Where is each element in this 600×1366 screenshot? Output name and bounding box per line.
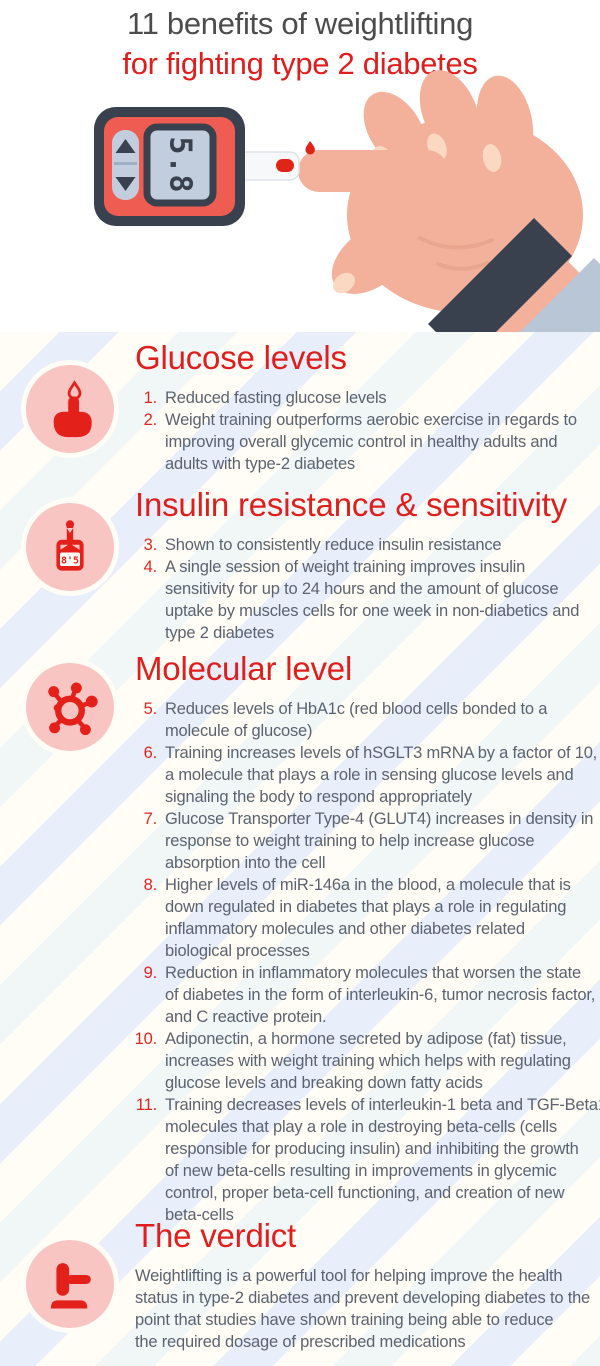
- list-item: 10. Adiponectin, a hormone secreted by a…: [133, 1028, 595, 1094]
- fingernail: [482, 144, 502, 172]
- section-heading: The verdict: [135, 1217, 297, 1254]
- icon-circle-insulin: 8'5: [21, 498, 119, 596]
- section-heading: Molecular level: [135, 650, 353, 687]
- gavel-icon: [50, 1263, 91, 1309]
- item-number: 6.: [143, 744, 158, 762]
- item-text: Glucose Transporter Type-4 (GLUT4) incre…: [165, 810, 594, 872]
- item-text: Reduction in inflammatory molecules that…: [165, 964, 596, 1026]
- item-text: Reduces levels of HbA1c (red blood cells…: [165, 700, 548, 740]
- item-number: 5.: [143, 700, 158, 718]
- list-item: 6. Training increases levels of hSGLT3 m…: [133, 742, 598, 808]
- icon-circle-glucose: [21, 360, 119, 458]
- item-text: Training increases levels of hSGLT3 mRNA…: [165, 744, 598, 806]
- item-number: 7.: [143, 810, 158, 828]
- section-heading: Glucose levels: [135, 339, 347, 376]
- list-item: 11. Training decreases levels of interle…: [133, 1094, 600, 1226]
- icon-circle-verdict: [21, 1235, 119, 1333]
- blood-drop: [305, 141, 315, 155]
- section-glucose-levels: Glucose levels 1. Reduced fasting glucos…: [133, 339, 595, 475]
- up-arrow-icon: [115, 139, 136, 153]
- verdict-paragraph: Weightlifting is a powerful tool for hel…: [135, 1267, 591, 1351]
- item-text: Shown to consistently reduce insulin res…: [165, 536, 502, 554]
- pricked-finger-icon: [53, 380, 92, 438]
- thumbnail: [333, 272, 355, 294]
- hand-illustration: [298, 70, 600, 332]
- item-number: 1.: [143, 389, 158, 407]
- list-item: 4. A single session of weight training i…: [133, 556, 595, 644]
- glucose-meter-illustration: 5.8: [94, 107, 300, 226]
- list-item: 1. Reduced fasting glucose levels: [133, 387, 595, 409]
- section-the-verdict: The verdict Weightlifting is a powerful …: [133, 1217, 595, 1353]
- index-finger: [298, 150, 448, 192]
- sleeve-band: [520, 258, 600, 332]
- list-item: 7. Glucose Transporter Type-4 (GLUT4) in…: [133, 808, 595, 874]
- item-text: Weight training outperforms aerobic exer…: [165, 411, 577, 473]
- item-number: 4.: [143, 558, 158, 576]
- item-number: 2.: [143, 411, 158, 429]
- icon-meter-reading: 8'5: [61, 555, 79, 566]
- benefit-list: 1. Reduced fasting glucose levels 2. Wei…: [133, 387, 595, 475]
- item-number: 11.: [135, 1096, 157, 1114]
- item-text: Adiponectin, a hormone secreted by adipo…: [165, 1030, 571, 1092]
- hero-illustration: 5.8: [94, 70, 600, 332]
- striped-background: [0, 332, 600, 1366]
- meter-reading: 5.8: [163, 136, 198, 193]
- item-text: A single session of weight training impr…: [165, 558, 580, 642]
- section-molecular-level: Molecular level 5. Reduces levels of HbA…: [133, 650, 600, 1226]
- blood-drop-icon: [67, 380, 82, 400]
- item-number: 8.: [143, 876, 158, 894]
- icon-meter-screen: [60, 552, 80, 567]
- glucose-meter-icon: 8'5: [56, 520, 84, 571]
- sleeve-cuff: [428, 218, 572, 332]
- list-item: 8. Higher levels of miR-146a in the bloo…: [133, 874, 595, 962]
- item-text: Training decreases levels of interleukin…: [165, 1096, 600, 1224]
- benefit-list: 3. Shown to consistently reduce insulin …: [133, 534, 595, 644]
- blood-spot: [276, 159, 294, 172]
- item-number: 10.: [134, 1030, 158, 1048]
- down-arrow-icon: [115, 177, 136, 191]
- item-text: Reduced fasting glucose levels: [165, 389, 387, 407]
- item-number: 9.: [143, 964, 158, 982]
- meter-screen: [143, 123, 217, 207]
- list-item: 3. Shown to consistently reduce insulin …: [133, 534, 595, 556]
- section-insulin-resistance: Insulin resistance & sensitivity 3. Show…: [133, 486, 595, 644]
- molecule-icon: [48, 682, 98, 736]
- title-line-1: 11 benefits of weightlifting: [126, 6, 474, 41]
- icon-circle-molecular: [21, 658, 119, 756]
- item-text: Higher levels of miR-146a in the blood, …: [165, 876, 571, 960]
- title-line-2: for fighting type 2 diabetes: [122, 46, 478, 81]
- benefit-list: 5. Reduces levels of HbA1c (red blood ce…: [133, 698, 600, 1226]
- item-number: 3.: [143, 536, 158, 554]
- list-item: 2. Weight training outperforms aerobic e…: [133, 409, 595, 475]
- section-heading: Insulin resistance & sensitivity: [135, 486, 567, 523]
- list-item: 9. Reduction in inflammatory molecules t…: [133, 962, 596, 1028]
- list-item: 5. Reduces levels of HbA1c (red blood ce…: [133, 698, 595, 742]
